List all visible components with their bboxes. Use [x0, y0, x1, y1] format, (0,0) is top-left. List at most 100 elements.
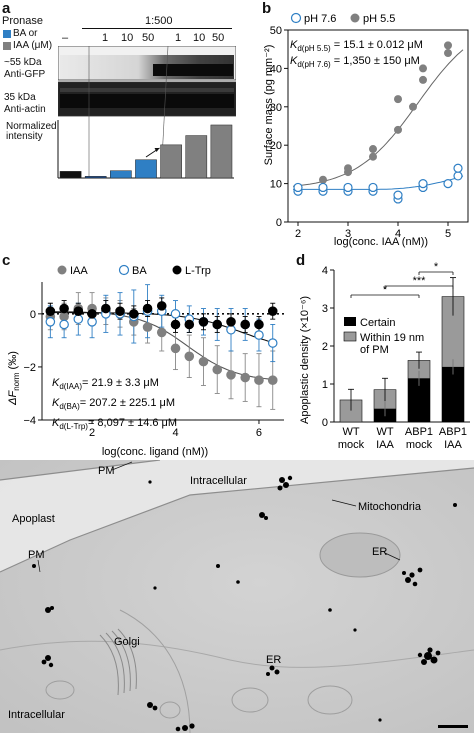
d-category-label: mock — [406, 439, 433, 451]
c-point-iaa — [142, 322, 153, 332]
c-point-trp — [87, 309, 97, 319]
pointer-line — [111, 461, 133, 471]
pointer-line — [384, 552, 401, 561]
electron-micrograph: PM Intracellular Mitochondria Apoplast P… — [0, 460, 474, 733]
label-intracellular: Intracellular — [190, 475, 247, 487]
b-point-ph55 — [419, 75, 427, 84]
b-frame — [287, 29, 469, 223]
label-mitochondria: Mitochondria — [358, 501, 422, 513]
d-category-label: IAA — [444, 439, 462, 451]
c-ylabel: ΔFnorm (‰) — [7, 351, 21, 406]
a-bar — [110, 170, 132, 179]
c-point-trp — [170, 319, 181, 330]
c-kd1: Kd(IAA)= 21.9 ± 3.3 μM — [52, 377, 159, 391]
c-point-trp — [142, 303, 153, 314]
actin-band — [60, 94, 234, 108]
legend-ba: BA — [132, 265, 147, 277]
c-point-trp — [198, 317, 209, 327]
legend-iaa: IAA — [70, 265, 88, 277]
c-x-tick-label: 6 — [256, 427, 262, 439]
dilution-label: 1:500 — [145, 15, 173, 27]
legend-marker-ba — [118, 264, 130, 276]
legend-ph55: pH 5.5 — [363, 13, 395, 25]
c-y-tick-label: 0 — [30, 309, 36, 321]
c-point-trp — [59, 303, 69, 314]
b-kd1: Kd(pH 5.5) = 15.1 ± 0.012 μM — [290, 39, 423, 53]
legend-trp: L-Trp — [185, 265, 211, 277]
c-x-tick-label: 2 — [89, 427, 95, 439]
legend-marker-open — [290, 12, 302, 24]
significance-label: *** — [413, 275, 427, 287]
d-bar-chart: Apoplastic density (×10⁻⁶) Certain Withi… — [299, 261, 470, 451]
b-y-tick-label: 10 — [270, 179, 282, 191]
c-point-trp — [45, 306, 56, 316]
c-y-tick-label: −4 — [23, 415, 36, 427]
label-er: ER — [266, 654, 281, 666]
c-x-tick-label: 4 — [172, 427, 178, 439]
c-point-iaa — [184, 351, 195, 362]
b-x-tick-label: 3 — [345, 228, 351, 240]
d-bar-certain — [442, 366, 464, 422]
b-kd2: Kd(pH 7.6) = 1,350 ± 150 μM — [290, 55, 420, 69]
d-y-tick-label: 1 — [322, 379, 328, 391]
d-category-label: ABP1 — [405, 426, 433, 438]
b-y-tick-label: 20 — [270, 140, 282, 152]
label-apoplast: Apoplast — [12, 513, 55, 525]
b-scatter-chart: Surface mass (pg mm⁻²) log(conc. IAA (nM… — [263, 12, 469, 248]
b-point-ph76 — [443, 179, 453, 189]
vesicle — [45, 680, 75, 700]
d-category-label: IAA — [376, 439, 394, 451]
c-point-iaa — [59, 311, 69, 322]
b-point-ph55 — [409, 102, 417, 111]
c-point-trp — [240, 319, 250, 330]
d-ylabel: Apoplastic density (×10⁻⁶) — [299, 296, 311, 424]
a-bar — [160, 144, 182, 179]
label-er: ER — [372, 546, 387, 558]
vesicle — [231, 687, 269, 713]
legend-within-2: of PM — [360, 344, 389, 356]
c-point-ba — [267, 338, 278, 348]
b-point-ph55 — [444, 41, 452, 50]
c-point-trp — [156, 301, 167, 311]
c-point-iaa — [156, 327, 167, 338]
mitochondria — [319, 532, 401, 578]
pointer-line — [331, 499, 357, 507]
lane-label: 50 — [142, 32, 155, 44]
label-pm: PM — [28, 549, 45, 561]
d-y-tick-label: 4 — [322, 265, 328, 277]
apoplast-region — [0, 460, 474, 572]
arrow-head — [154, 148, 160, 152]
d-y-tick-label: 3 — [322, 303, 328, 315]
b-point-ph55 — [419, 64, 427, 73]
b-point-ph55 — [319, 175, 327, 184]
c-point-trp — [73, 306, 84, 316]
panel-label: a — [2, 0, 11, 17]
b-y-tick-label: 50 — [270, 25, 282, 37]
blot1-name: Anti-GFP — [4, 69, 46, 80]
blot2-size: 35 kDa — [4, 92, 36, 103]
label-golgi: Golgi — [114, 636, 140, 648]
c-point-trp — [101, 303, 111, 314]
a-bar — [135, 159, 157, 179]
b-point-ph55 — [444, 49, 452, 58]
b-point-ph76 — [418, 179, 428, 189]
d-y-tick-label: 2 — [322, 341, 328, 353]
b-point-ph55 — [394, 125, 402, 134]
d-category-label: ABP1 — [439, 426, 467, 438]
b-point-ph55 — [369, 145, 377, 154]
panel-label: d — [296, 252, 306, 269]
golgi-stack — [99, 628, 137, 696]
c-kd2: Kd(BA)= 207.2 ± 225.1 μM — [52, 397, 175, 411]
b-point-ph55 — [394, 95, 402, 104]
dilution-line — [82, 28, 232, 29]
actin-band-highlight — [60, 88, 234, 92]
b-point-ph55 — [369, 152, 377, 161]
iaa-swatch — [3, 42, 11, 50]
b-point-ph76 — [318, 182, 328, 193]
significance-label: * — [383, 284, 388, 296]
legend-swatch-within — [343, 331, 357, 342]
c-point-trp — [184, 319, 195, 330]
b-y-tick-label: 30 — [270, 102, 282, 114]
membrane-structure — [0, 640, 474, 668]
pointer-line — [37, 559, 41, 573]
